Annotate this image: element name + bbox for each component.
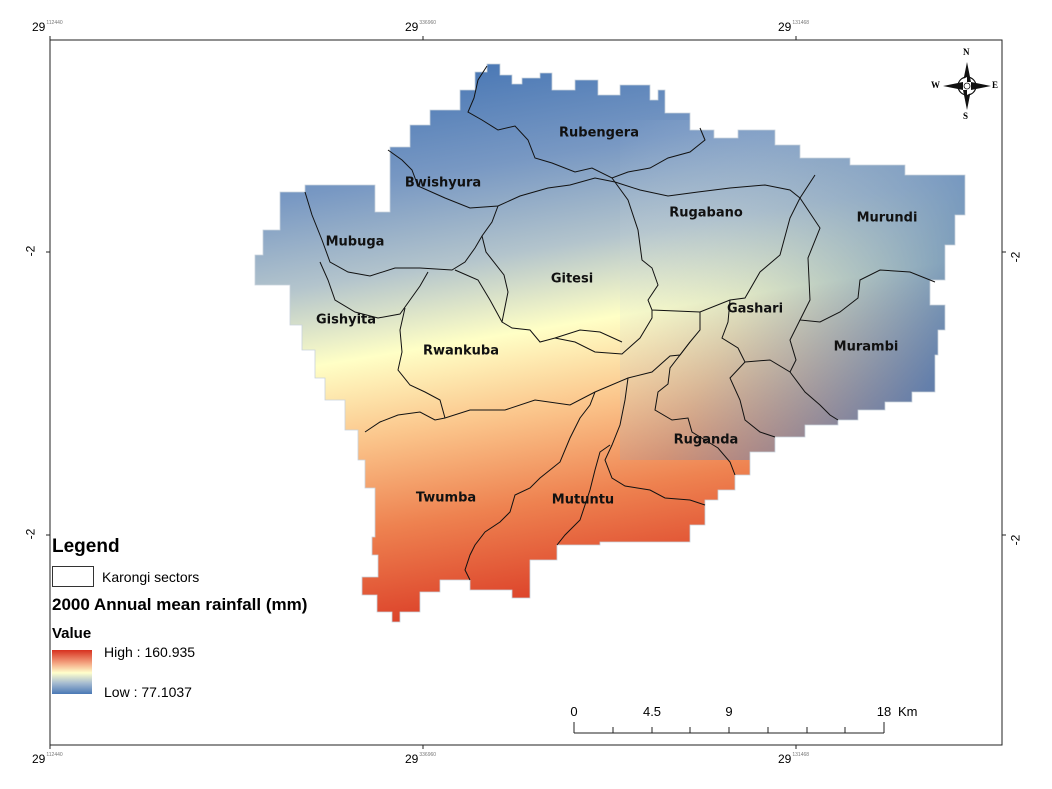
sector-label-gashari: Gashari: [726, 301, 784, 317]
scale-unit: Km: [898, 704, 918, 719]
left-tick-2: -2: [23, 528, 38, 540]
sector-boundaries: [304, 65, 936, 581]
sector-label-rwankuba: Rwankuba: [422, 343, 500, 359]
sector-label-rubengera: Rubengera: [559, 125, 639, 141]
sector-label-murambi: Murambi: [833, 339, 899, 355]
legend-title: Legend: [52, 536, 120, 557]
compass-e: E: [992, 80, 999, 90]
color-ramp-row: High : 160.935 Low : 77.1037: [52, 644, 382, 700]
sector-label-mutuntu: Mutuntu: [551, 492, 615, 508]
ramp-high-label: High : 160.935: [104, 644, 196, 660]
sector-label-gishyita: Gishyita: [315, 312, 377, 328]
top-tick-3: 29131468: [778, 20, 810, 34]
top-tick-2: 29336960: [405, 20, 437, 34]
compass-rose-icon: [943, 62, 991, 110]
sector-label-gitesi: Gitesi: [550, 271, 594, 287]
map-frame: [49, 39, 1003, 746]
compass-n: N: [963, 47, 970, 57]
ramp-low-label: Low : 77.1037: [104, 684, 192, 700]
right-tick-2: -2: [1008, 534, 1023, 546]
color-ramp: [52, 650, 92, 694]
scale-label-9: 9: [725, 704, 733, 719]
sector-label-mubuga: Mubuga: [325, 234, 385, 250]
left-tick-1: -2: [23, 245, 38, 257]
sector-label-bwishyura: Bwishyura: [404, 175, 482, 191]
legend-boundary-row: Karongi sectors: [52, 566, 382, 587]
scale-label-4-5: 4.5: [642, 704, 662, 719]
scale-label-0: 0: [570, 704, 578, 719]
compass-s: S: [963, 111, 969, 121]
frame-ticks: [46, 36, 1006, 749]
scale-label-18: 18: [876, 704, 892, 719]
sector-label-murundi: Murundi: [856, 210, 918, 226]
legend-panel: Legend Karongi sectors 2000 Annual mean …: [52, 536, 382, 700]
value-title: Value: [52, 625, 92, 642]
bottom-tick-2: 29336960: [405, 752, 437, 766]
boundary-label: Karongi sectors: [102, 568, 200, 585]
bottom-tick-1: 29112440: [32, 752, 63, 766]
compass-w: W: [931, 80, 940, 90]
top-tick-1: 29112440: [32, 20, 63, 34]
scale-bar: [573, 722, 885, 734]
sector-label-ruganda: Ruganda: [673, 432, 739, 448]
bottom-tick-3: 29131468: [778, 752, 810, 766]
layer-title: 2000 Annual mean rainfall (mm): [52, 595, 308, 614]
boundary-swatch: [52, 566, 94, 587]
right-tick-1: -2: [1008, 251, 1023, 263]
sector-label-twumba: Twumba: [415, 490, 477, 506]
sector-label-rugabano: Rugabano: [669, 205, 743, 221]
